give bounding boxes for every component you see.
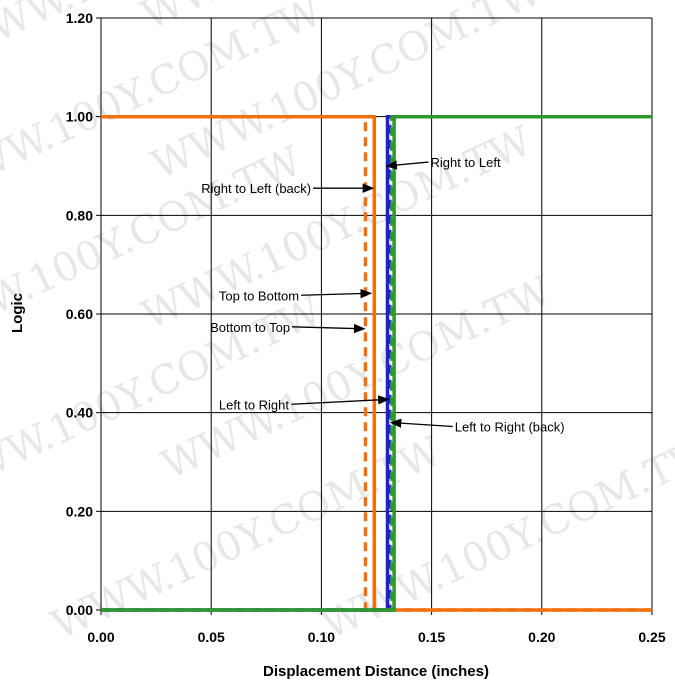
tick-labels: 0.00 0.05 0.10 0.15 0.20 0.25 0.00 0.20 0.40 0.60… [66,10,666,645]
x-tick-label: 0.15 [418,629,445,645]
x-tick-label: 0.00 [87,629,114,645]
annotation-label: Bottom to Top [210,320,290,335]
annotation-label: Top to Bottom [219,288,299,303]
series-line-left-to-right-back [101,114,652,612]
annotation-arrow [292,323,366,334]
annotation-label: Right to Left (back) [201,181,311,196]
y-tick-label: 0.60 [66,306,93,322]
annotation-arrow [389,418,453,428]
annotation-arrow [301,288,373,299]
y-tick-label: 1.20 [66,10,93,26]
annotation-label: Right to Left [430,155,500,170]
y-tick-label: 0.00 [66,602,93,618]
x-tick-label: 0.20 [528,629,555,645]
x-axis-title: Displacement Distance (inches) [263,663,489,680]
y-axis-title: Logic [9,293,26,333]
y-tick-label: 0.80 [66,207,93,223]
y-tick-label: 1.00 [66,109,93,125]
series-line-bottom-to-top [101,114,652,612]
y-tick-label: 0.20 [66,503,93,519]
annotation-label: Left to Right [219,397,289,412]
series-lines [101,114,652,612]
x-tick-label: 0.10 [308,629,335,645]
annotations: Right to Left Right to Left (back) Top to … [201,155,564,434]
annotation-arrow [385,160,429,170]
y-tick-label: 0.40 [66,405,93,421]
annotation-label: Left to Right (back) [455,419,565,434]
x-tick-label: 0.25 [638,629,665,645]
annotation-arrow [291,395,390,405]
x-tick-label: 0.05 [198,629,225,645]
